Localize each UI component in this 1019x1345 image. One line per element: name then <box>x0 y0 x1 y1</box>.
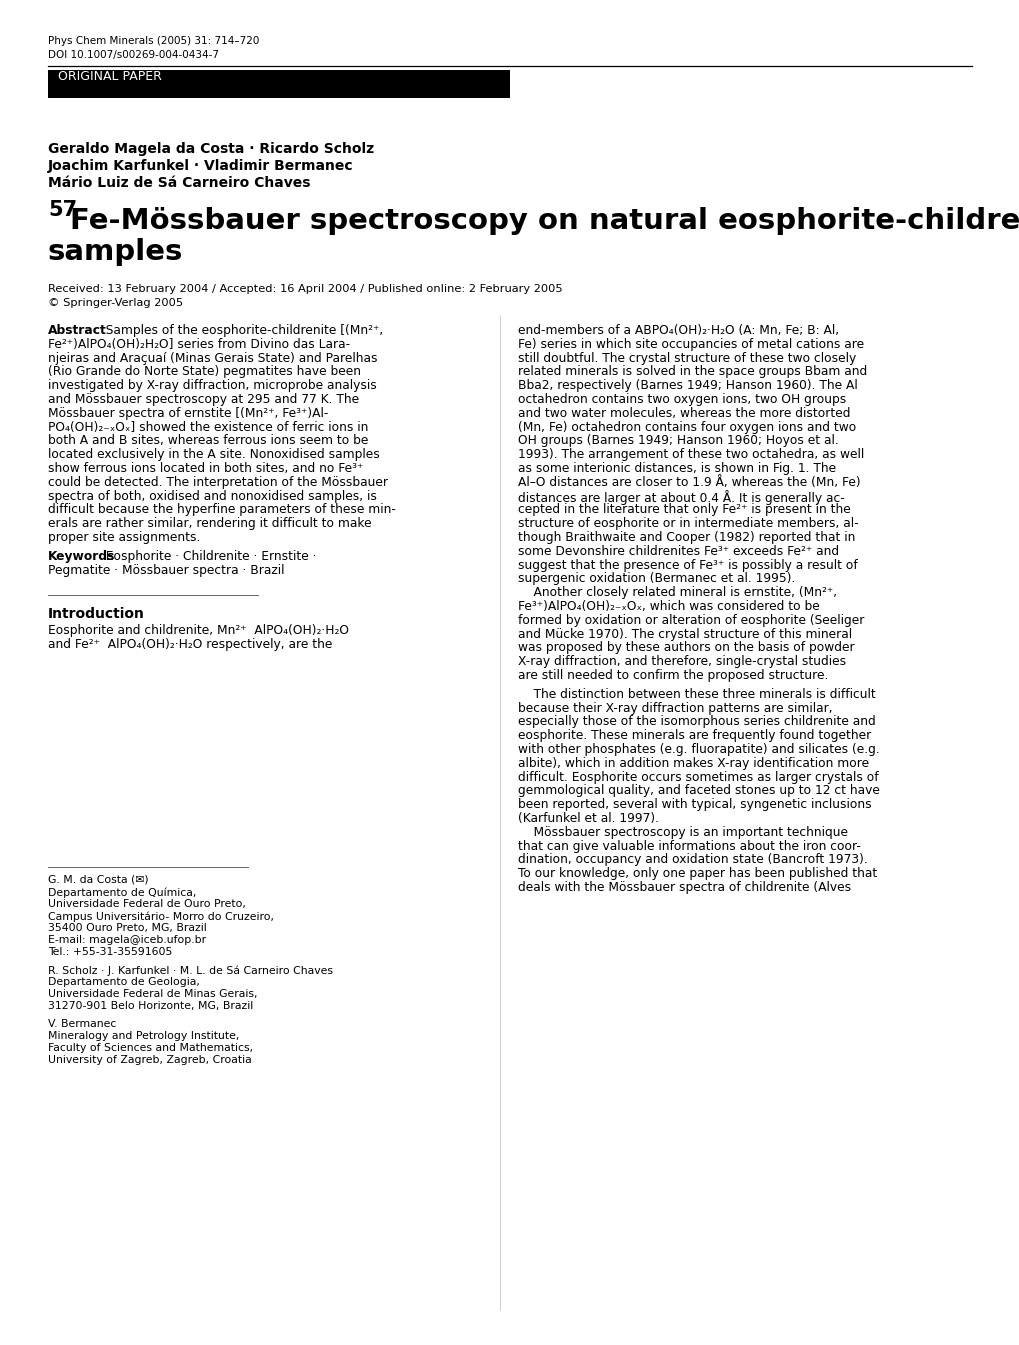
Text: (Rio Grande do Norte State) pegmatites have been: (Rio Grande do Norte State) pegmatites h… <box>48 366 361 378</box>
Text: structure of eosphorite or in intermediate members, al-: structure of eosphorite or in intermedia… <box>518 518 858 530</box>
Text: 31270-901 Belo Horizonte, MG, Brazil: 31270-901 Belo Horizonte, MG, Brazil <box>48 1001 253 1011</box>
Text: formed by oxidation or alteration of eosphorite (Seeliger: formed by oxidation or alteration of eos… <box>518 613 863 627</box>
Text: Introduction: Introduction <box>48 608 145 621</box>
Text: investigated by X-ray diffraction, microprobe analysis: investigated by X-ray diffraction, micro… <box>48 379 376 393</box>
Text: as some interionic distances, is shown in Fig. 1. The: as some interionic distances, is shown i… <box>518 461 836 475</box>
Text: G. M. da Costa (✉): G. M. da Costa (✉) <box>48 876 149 885</box>
Text: Departamento de Geologia,: Departamento de Geologia, <box>48 976 200 987</box>
Text: Received: 13 February 2004 / Accepted: 16 April 2004 / Published online: 2 Febru: Received: 13 February 2004 / Accepted: 1… <box>48 284 562 295</box>
Text: proper site assignments.: proper site assignments. <box>48 531 200 543</box>
Text: Phys Chem Minerals (2005) 31: 714–720: Phys Chem Minerals (2005) 31: 714–720 <box>48 36 259 46</box>
Text: Pegmatite · Mössbauer spectra · Brazil: Pegmatite · Mössbauer spectra · Brazil <box>48 564 284 577</box>
Text: 57: 57 <box>48 200 77 221</box>
Text: albite), which in addition makes X-ray identification more: albite), which in addition makes X-ray i… <box>518 757 868 769</box>
Text: njeiras and Araçuaí (Minas Gerais State) and Parelhas: njeiras and Araçuaí (Minas Gerais State)… <box>48 351 377 364</box>
Text: Samples of the eosphorite-childrenite [(Mn²⁺,: Samples of the eosphorite-childrenite [(… <box>98 324 383 338</box>
Text: X-ray diffraction, and therefore, single-crystal studies: X-ray diffraction, and therefore, single… <box>518 655 846 668</box>
Text: Fe) series in which site occupancies of metal cations are: Fe) series in which site occupancies of … <box>518 338 863 351</box>
Text: 35400 Ouro Preto, MG, Brazil: 35400 Ouro Preto, MG, Brazil <box>48 923 207 933</box>
Text: Fe-Mössbauer spectroscopy on natural eosphorite-childrenite-ernstite: Fe-Mössbauer spectroscopy on natural eos… <box>70 207 1019 235</box>
Text: Mössbauer spectroscopy is an important technique: Mössbauer spectroscopy is an important t… <box>518 826 847 839</box>
Text: Universidade Federal de Ouro Preto,: Universidade Federal de Ouro Preto, <box>48 898 246 909</box>
Text: E-mail: magela@iceb.ufop.br: E-mail: magela@iceb.ufop.br <box>48 935 206 946</box>
Text: distances are larger at about 0.4 Å. It is generally ac-: distances are larger at about 0.4 Å. It … <box>518 490 844 504</box>
Text: erals are rather similar, rendering it difficult to make: erals are rather similar, rendering it d… <box>48 518 371 530</box>
Text: end-members of a ABPO₄(OH)₂·H₂O (A: Mn, Fe; B: Al,: end-members of a ABPO₄(OH)₂·H₂O (A: Mn, … <box>518 324 839 338</box>
Text: because their X-ray diffraction patterns are similar,: because their X-ray diffraction patterns… <box>518 702 832 714</box>
Text: both A and B sites, whereas ferrous ions seem to be: both A and B sites, whereas ferrous ions… <box>48 434 368 448</box>
Text: could be detected. The interpretation of the Mössbauer: could be detected. The interpretation of… <box>48 476 387 488</box>
Text: OH groups (Barnes 1949; Hanson 1960; Hoyos et al.: OH groups (Barnes 1949; Hanson 1960; Hoy… <box>518 434 838 448</box>
Text: dination, occupancy and oxidation state (Bancroft 1973).: dination, occupancy and oxidation state … <box>518 853 867 866</box>
Text: Another closely related mineral is ernstite, (Mn²⁺,: Another closely related mineral is ernst… <box>518 586 837 600</box>
Text: Universidade Federal de Minas Gerais,: Universidade Federal de Minas Gerais, <box>48 989 257 999</box>
Text: Geraldo Magela da Costa · Ricardo Scholz: Geraldo Magela da Costa · Ricardo Scholz <box>48 143 374 156</box>
Text: though Braithwaite and Cooper (1982) reported that in: though Braithwaite and Cooper (1982) rep… <box>518 531 855 543</box>
Text: suggest that the presence of Fe³⁺ is possibly a result of: suggest that the presence of Fe³⁺ is pos… <box>518 558 857 572</box>
Text: The distinction between these three minerals is difficult: The distinction between these three mine… <box>518 687 875 701</box>
Text: Fe²⁺)AlPO₄(OH)₂H₂O] series from Divino das Lara-: Fe²⁺)AlPO₄(OH)₂H₂O] series from Divino d… <box>48 338 350 351</box>
Text: cepted in the literature that only Fe²⁺ is present in the: cepted in the literature that only Fe²⁺ … <box>518 503 850 516</box>
Text: 1993). The arrangement of these two octahedra, as well: 1993). The arrangement of these two octa… <box>518 448 863 461</box>
Text: University of Zagreb, Zagreb, Croatia: University of Zagreb, Zagreb, Croatia <box>48 1054 252 1065</box>
Text: Joachim Karfunkel · Vladimir Bermanec: Joachim Karfunkel · Vladimir Bermanec <box>48 159 354 174</box>
Text: especially those of the isomorphous series childrenite and: especially those of the isomorphous seri… <box>518 716 875 729</box>
Text: Bba2, respectively (Barnes 1949; Hanson 1960). The Al: Bba2, respectively (Barnes 1949; Hanson … <box>518 379 857 393</box>
Text: Keywords: Keywords <box>48 550 115 562</box>
Text: (Karfunkel et al. 1997).: (Karfunkel et al. 1997). <box>518 812 658 824</box>
Text: (Mn, Fe) octahedron contains four oxygen ions and two: (Mn, Fe) octahedron contains four oxygen… <box>518 421 855 433</box>
Text: ORIGINAL PAPER: ORIGINAL PAPER <box>58 70 162 83</box>
Text: DOI 10.1007/s00269-004-0434-7: DOI 10.1007/s00269-004-0434-7 <box>48 50 219 61</box>
Text: deals with the Mössbauer spectra of childrenite (Alves: deals with the Mössbauer spectra of chil… <box>518 881 850 894</box>
Text: V. Bermanec: V. Bermanec <box>48 1020 116 1029</box>
Text: located exclusively in the A site. Nonoxidised samples: located exclusively in the A site. Nonox… <box>48 448 379 461</box>
Text: and Mücke 1970). The crystal structure of this mineral: and Mücke 1970). The crystal structure o… <box>518 628 851 640</box>
Text: show ferrous ions located in both sites, and no Fe³⁺: show ferrous ions located in both sites,… <box>48 461 363 475</box>
Text: © Springer-Verlag 2005: © Springer-Verlag 2005 <box>48 299 183 308</box>
Text: samples: samples <box>48 238 183 266</box>
Text: Departamento de Química,: Departamento de Química, <box>48 886 197 897</box>
Text: been reported, several with typical, syngenetic inclusions: been reported, several with typical, syn… <box>518 798 871 811</box>
Text: eosphorite. These minerals are frequently found together: eosphorite. These minerals are frequentl… <box>518 729 870 742</box>
Text: are still needed to confirm the proposed structure.: are still needed to confirm the proposed… <box>518 668 827 682</box>
Text: Al–O distances are closer to 1.9 Å, whereas the (Mn, Fe): Al–O distances are closer to 1.9 Å, wher… <box>518 476 860 488</box>
Text: that can give valuable informations about the iron coor-: that can give valuable informations abou… <box>518 839 860 853</box>
Text: gemmological quality, and faceted stones up to 12 ct have: gemmological quality, and faceted stones… <box>518 784 879 798</box>
Text: and Fe²⁺  AlPO₄(OH)₂·H₂O respectively, are the: and Fe²⁺ AlPO₄(OH)₂·H₂O respectively, ar… <box>48 638 332 651</box>
Text: Fe³⁺)AlPO₄(OH)₂₋ₓOₓ, which was considered to be: Fe³⁺)AlPO₄(OH)₂₋ₓOₓ, which was considere… <box>518 600 819 613</box>
Text: spectra of both, oxidised and nonoxidised samples, is: spectra of both, oxidised and nonoxidise… <box>48 490 376 503</box>
Text: with other phosphates (e.g. fluorapatite) and silicates (e.g.: with other phosphates (e.g. fluorapatite… <box>518 742 878 756</box>
Text: still doubtful. The crystal structure of these two closely: still doubtful. The crystal structure of… <box>518 351 855 364</box>
Text: difficult. Eosphorite occurs sometimes as larger crystals of: difficult. Eosphorite occurs sometimes a… <box>518 771 877 784</box>
Text: and Mössbauer spectroscopy at 295 and 77 K. The: and Mössbauer spectroscopy at 295 and 77… <box>48 393 359 406</box>
Text: supergenic oxidation (Bermanec et al. 1995).: supergenic oxidation (Bermanec et al. 19… <box>518 573 795 585</box>
Text: Eosphorite · Childrenite · Ernstite ·: Eosphorite · Childrenite · Ernstite · <box>98 550 316 562</box>
Text: octahedron contains two oxygen ions, two OH groups: octahedron contains two oxygen ions, two… <box>518 393 846 406</box>
Bar <box>48 70 510 98</box>
Text: Campus Universitário- Morro do Cruzeiro,: Campus Universitário- Morro do Cruzeiro, <box>48 911 274 921</box>
Text: Mário Luiz de Sá Carneiro Chaves: Mário Luiz de Sá Carneiro Chaves <box>48 176 310 190</box>
Text: Eosphorite and childrenite, Mn²⁺  AlPO₄(OH)₂·H₂O: Eosphorite and childrenite, Mn²⁺ AlPO₄(O… <box>48 624 348 638</box>
Text: Tel.: +55-31-35591605: Tel.: +55-31-35591605 <box>48 947 172 958</box>
Text: difficult because the hyperfine parameters of these min-: difficult because the hyperfine paramete… <box>48 503 395 516</box>
Text: related minerals is solved in the space groups Bbam and: related minerals is solved in the space … <box>518 366 866 378</box>
Text: Mineralogy and Petrology Institute,: Mineralogy and Petrology Institute, <box>48 1032 239 1041</box>
Text: some Devonshire childrenites Fe³⁺ exceeds Fe²⁺ and: some Devonshire childrenites Fe³⁺ exceed… <box>518 545 839 558</box>
Text: was proposed by these authors on the basis of powder: was proposed by these authors on the bas… <box>518 642 854 655</box>
Text: Faculty of Sciences and Mathematics,: Faculty of Sciences and Mathematics, <box>48 1042 253 1053</box>
Text: Mössbauer spectra of ernstite [(Mn²⁺, Fe³⁺)Al-: Mössbauer spectra of ernstite [(Mn²⁺, Fe… <box>48 406 328 420</box>
Text: To our knowledge, only one paper has been published that: To our knowledge, only one paper has bee… <box>518 868 876 880</box>
Text: and two water molecules, whereas the more distorted: and two water molecules, whereas the mor… <box>518 406 850 420</box>
Text: PO₄(OH)₂₋ₓOₓ] showed the existence of ferric ions in: PO₄(OH)₂₋ₓOₓ] showed the existence of fe… <box>48 421 368 433</box>
Text: Abstract: Abstract <box>48 324 107 338</box>
Text: R. Scholz · J. Karfunkel · M. L. de Sá Carneiro Chaves: R. Scholz · J. Karfunkel · M. L. de Sá C… <box>48 964 332 975</box>
